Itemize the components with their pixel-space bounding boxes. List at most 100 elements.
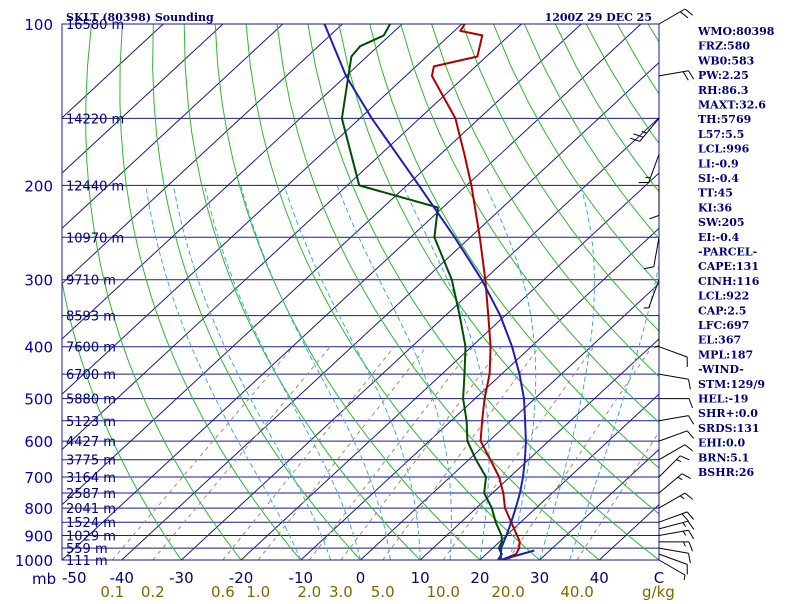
index-item: CINH:116 — [698, 275, 760, 288]
isotherm--30 — [181, 24, 760, 560]
isotherm--40 — [122, 24, 701, 560]
height-label: 8593 m — [66, 310, 116, 325]
sounding-series — [325, 24, 535, 560]
index-item: CAPE:131 — [698, 260, 759, 273]
index-item: KI:36 — [698, 201, 732, 214]
index-item: SRDS:131 — [698, 422, 760, 435]
index-item: STM:129/9 — [698, 378, 765, 391]
index-item: BRN:5.1 — [698, 451, 749, 464]
height-label: 3775 m — [66, 454, 116, 469]
index-item: TT:45 — [698, 187, 733, 200]
dry-adiabat--10 — [120, 24, 301, 560]
isotherm--90 — [0, 24, 402, 560]
mixing-ratio-line — [223, 347, 394, 560]
mixing-ratio-line — [112, 347, 293, 560]
index-item: CAP:2.5 — [698, 304, 746, 317]
temperature-label: 20 — [470, 569, 489, 587]
mixing-ratio-line — [153, 347, 330, 560]
mixing-ratio-label: 40.0 — [560, 583, 593, 600]
dry-adiabat-50 — [308, 24, 659, 560]
pressure-label: 700 — [24, 469, 53, 487]
index-item: MPL:187 — [698, 348, 753, 361]
mixing-ratio-line — [443, 347, 594, 560]
isobars — [62, 24, 659, 560]
wind-barb — [659, 9, 693, 24]
wind-barb — [659, 493, 693, 508]
index-item: SI:-0.4 — [698, 172, 739, 185]
mixing-ratio-line — [383, 347, 540, 560]
wind-barb — [659, 521, 694, 529]
temperature-label: -50 — [62, 569, 87, 587]
dry-adiabats — [50, 24, 800, 560]
wind-barb — [659, 542, 693, 551]
height-label: 7600 m — [66, 341, 116, 356]
wind-barb — [659, 530, 694, 539]
index-item: -PARCEL- — [698, 246, 757, 259]
dewpoint-profile — [342, 24, 502, 560]
pressure-label: 200 — [24, 177, 53, 195]
pressure-label: 800 — [24, 500, 53, 518]
wind-barb — [659, 445, 693, 460]
height-label: 3164 m — [66, 471, 116, 486]
plot-frame — [62, 24, 659, 560]
pressure-label: 1000 — [15, 552, 53, 570]
pressure-label: 600 — [24, 433, 53, 451]
moist-adiabat-10 — [284, 185, 420, 560]
moist-adiabat-25 — [485, 185, 535, 560]
mixing-ratio-unit-label: g/kg — [642, 583, 675, 600]
index-item: SW:205 — [698, 216, 745, 229]
mixing-ratio-label: 5.0 — [371, 583, 395, 600]
temperature-label: 30 — [530, 569, 549, 587]
index-item: EL:367 — [698, 334, 741, 347]
mixing-ratio-label: 0.2 — [141, 583, 165, 600]
mixing-ratio-line — [341, 347, 502, 560]
wind-barb — [659, 374, 690, 389]
index-item: SHR+:0.0 — [698, 407, 758, 420]
pressure-label: 500 — [24, 391, 53, 409]
mixing-ratio-label: 3.0 — [329, 583, 353, 600]
wind-barb — [659, 347, 687, 367]
moist-adiabat--10 — [146, 185, 301, 560]
height-label: 10970 m — [66, 231, 124, 246]
wind-barb — [659, 71, 694, 81]
height-label: 12440 m — [66, 179, 124, 194]
index-item: LCL:922 — [698, 290, 749, 303]
height-label: 5123 m — [66, 415, 116, 430]
dry-adiabat-40 — [277, 24, 599, 560]
index-item: L57:5.5 — [698, 128, 744, 141]
wind-barb — [659, 416, 694, 425]
moist-adiabat-15 — [337, 185, 451, 560]
index-item: TH:5769 — [698, 113, 751, 126]
wind-barb — [659, 456, 689, 477]
mixing-ratio-label: 1.0 — [246, 583, 270, 600]
mixing-ratio-label: 0.1 — [100, 583, 124, 600]
mixing-ratio-label: 10.0 — [426, 583, 459, 600]
pressure-unit-label: mb — [32, 570, 56, 588]
index-item: -WIND- — [698, 363, 744, 376]
height-label: 6700 m — [66, 368, 116, 383]
height-label: 14220 m — [66, 112, 124, 127]
index-item: MAXT:32.6 — [698, 99, 766, 112]
wind-barb — [644, 280, 659, 308]
pressure-label: 900 — [24, 528, 53, 546]
temperature-label: 0 — [356, 569, 366, 587]
index-item: BSHR:26 — [698, 466, 754, 479]
height-label: 4427 m — [66, 435, 116, 450]
isotherm--50 — [62, 24, 641, 560]
temperature-label: -30 — [169, 569, 194, 587]
index-item: FRZ:580 — [698, 40, 750, 53]
indices-panel: WMO:80398FRZ:580WB0:583PW:2.25RH:86.3MAX… — [697, 25, 775, 479]
wind-barb — [659, 399, 693, 408]
moist-adiabat-30 — [540, 185, 595, 560]
index-item: EI:-0.4 — [698, 231, 740, 244]
moist-adiabat-20 — [403, 185, 489, 560]
mixing-ratio-label: 20.0 — [491, 583, 524, 600]
height-label: 2041 m — [66, 502, 116, 517]
wind-barbs — [630, 9, 694, 580]
mixing-ratio-label: 0.6 — [211, 583, 235, 600]
index-item: LI:-0.9 — [698, 157, 739, 170]
wind-barb — [659, 512, 694, 522]
